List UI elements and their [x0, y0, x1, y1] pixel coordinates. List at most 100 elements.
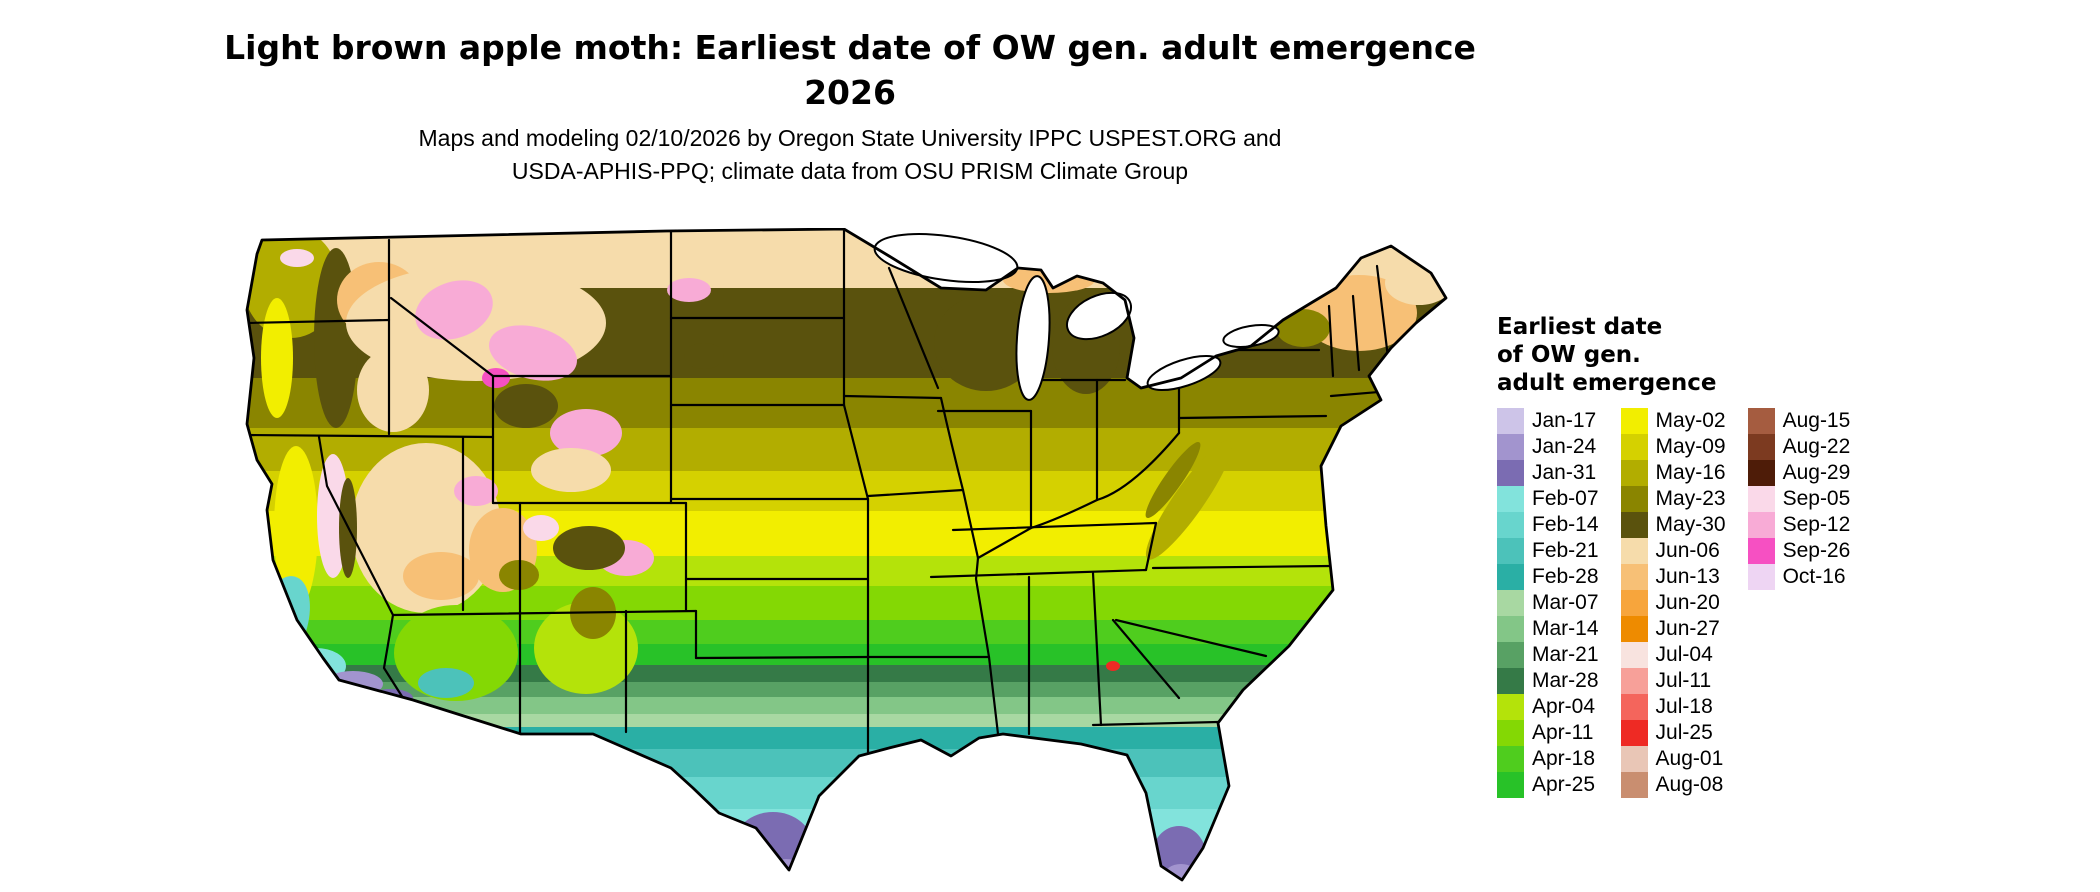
legend-color-swatch — [1747, 538, 1775, 565]
legend-entry-label: Aug-08 — [1655, 773, 1724, 797]
legend-entry: May-02 — [1620, 408, 1726, 435]
map-legend: Earliest date of OW gen. adult emergence… — [1497, 313, 1851, 799]
legend-color-swatch — [1497, 460, 1524, 487]
legend-entry-label: Oct-16 — [1782, 565, 1846, 589]
subtitle-line1: Maps and modeling 02/10/2026 by Oregon S… — [418, 125, 1282, 151]
legend-entry: Jul-25 — [1620, 720, 1726, 747]
legend-entry-label: Jun-06 — [1655, 539, 1720, 563]
legend-color-swatch — [1497, 434, 1524, 461]
legend-color-swatch — [1497, 408, 1524, 435]
legend-entry: May-09 — [1620, 434, 1726, 461]
legend-entry: Feb-28 — [1497, 564, 1599, 591]
legend-entry-label: Sep-12 — [1782, 513, 1851, 537]
legend-color-swatch — [1620, 746, 1648, 773]
legend-color-swatch — [1620, 668, 1648, 695]
legend-entry: Feb-21 — [1497, 538, 1599, 565]
legend-entry: Mar-28 — [1497, 668, 1599, 695]
legend-entry-label: Mar-28 — [1532, 669, 1599, 693]
legend-entry: Aug-01 — [1620, 746, 1726, 773]
legend-color-swatch — [1620, 434, 1648, 461]
legend-entry-label: Jul-25 — [1655, 721, 1713, 745]
legend-entry-label: Jul-04 — [1655, 643, 1713, 667]
legend-entry-label: Jan-24 — [1532, 435, 1597, 459]
legend-title-line3: adult emergence — [1497, 370, 1717, 397]
subtitle-line2: USDA-APHIS-PPQ; climate data from OSU PR… — [511, 158, 1189, 185]
legend-entry: Mar-21 — [1497, 642, 1599, 669]
legend-color-swatch — [1620, 720, 1648, 747]
legend-entry-label: Apr-11 — [1532, 721, 1594, 745]
legend-title-line2: of OW gen. — [1497, 342, 1641, 369]
legend-color-swatch — [1620, 590, 1648, 617]
legend-entry: Aug-15 — [1747, 408, 1850, 435]
legend-entry-label: Apr-25 — [1532, 773, 1596, 797]
legend-color-swatch — [1620, 772, 1648, 799]
legend-entry: Mar-07 — [1497, 590, 1599, 617]
legend-entry: Aug-08 — [1620, 772, 1726, 799]
legend-color-swatch — [1497, 642, 1524, 669]
legend-entry: May-23 — [1620, 486, 1726, 513]
lake-huron — [1066, 291, 1132, 341]
legend-entry-label: Apr-04 — [1532, 695, 1596, 719]
legend-entry: Apr-18 — [1497, 746, 1599, 773]
legend-color-swatch — [1747, 434, 1775, 461]
legend-entry: Sep-05 — [1747, 486, 1851, 513]
legend-column: Aug-15 Aug-22 Aug-29 Sep-05 Sep-12 Sep-26 Oct-… — [1747, 408, 1851, 591]
legend-color-swatch — [1497, 772, 1524, 799]
legend-entry: Sep-12 — [1747, 512, 1851, 539]
legend-color-swatch — [1497, 538, 1524, 565]
legend-color-swatch — [1747, 512, 1775, 539]
legend-entry-label: Aug-29 — [1782, 461, 1851, 485]
legend-color-swatch — [1620, 616, 1648, 643]
legend-color-swatch — [1497, 694, 1524, 721]
legend-color-swatch — [1620, 694, 1648, 721]
legend-entry: Mar-14 — [1497, 616, 1599, 643]
page-title: Light brown apple moth: Earliest date of… — [224, 26, 1476, 116]
legend-color-swatch — [1620, 486, 1648, 513]
great-lakes — [873, 233, 1280, 401]
legend-entry-label: May-23 — [1655, 487, 1726, 511]
us-outline — [245, 228, 1448, 882]
legend-entry: Aug-22 — [1747, 434, 1851, 461]
legend-entry-label: Sep-26 — [1782, 539, 1851, 563]
legend-title-line1: Earliest date — [1497, 314, 1663, 340]
legend-entry-label: Sep-05 — [1782, 487, 1851, 511]
legend-columns: Jan-17 Jan-24 Jan-31 Feb-07 Feb-14 Feb-21 Feb-… — [1497, 408, 1851, 799]
legend-entry-label: May-02 — [1655, 409, 1726, 433]
legend-entry-label: Feb-07 — [1532, 487, 1599, 511]
legend-entry-label: Feb-21 — [1532, 539, 1599, 563]
legend-entry: Oct-16 — [1747, 564, 1851, 591]
legend-entry-label: Feb-14 — [1532, 513, 1599, 537]
legend-entry-label: Aug-01 — [1655, 747, 1724, 771]
legend-entry: Jan-24 — [1497, 434, 1599, 461]
legend-entry: Jun-27 — [1620, 616, 1726, 643]
legend-color-swatch — [1497, 564, 1524, 591]
legend-color-swatch — [1747, 486, 1775, 513]
legend-entry: Jan-31 — [1497, 460, 1599, 487]
legend-entry: Apr-11 — [1497, 720, 1599, 747]
legend-color-swatch — [1497, 590, 1524, 617]
legend-column: May-02 May-09 May-16 May-23 May-30 Jun-06 Jun-… — [1620, 408, 1726, 799]
legend-entry: May-16 — [1620, 460, 1726, 487]
legend-color-swatch — [1620, 564, 1648, 591]
legend-entry-label: Feb-28 — [1532, 565, 1599, 589]
legend-color-swatch — [1620, 460, 1648, 487]
title-line1: Light brown apple moth: Earliest date of… — [224, 28, 1476, 67]
figure-subtitle: Maps and modeling 02/10/2026 by Oregon S… — [419, 122, 1282, 189]
legend-entry-label: Jul-11 — [1655, 669, 1712, 693]
legend-entry-label: Mar-21 — [1532, 643, 1599, 667]
legend-color-swatch — [1497, 512, 1524, 539]
legend-color-swatch — [1620, 512, 1648, 539]
legend-entry-label: May-09 — [1655, 435, 1726, 459]
us-map — [245, 228, 1448, 882]
legend-color-swatch — [1497, 746, 1524, 773]
legend-entry: Apr-25 — [1497, 772, 1599, 799]
legend-entry: Jun-20 — [1620, 590, 1726, 617]
state-borders — [247, 229, 1405, 754]
legend-entry: Sep-26 — [1747, 538, 1851, 565]
legend-entry-label: Jan-31 — [1532, 461, 1597, 485]
legend-entry-label: Jan-17 — [1532, 409, 1597, 433]
legend-entry: Jan-17 — [1497, 408, 1599, 435]
legend-entry-label: Aug-22 — [1782, 435, 1851, 459]
legend-entry: Apr-04 — [1497, 694, 1599, 721]
